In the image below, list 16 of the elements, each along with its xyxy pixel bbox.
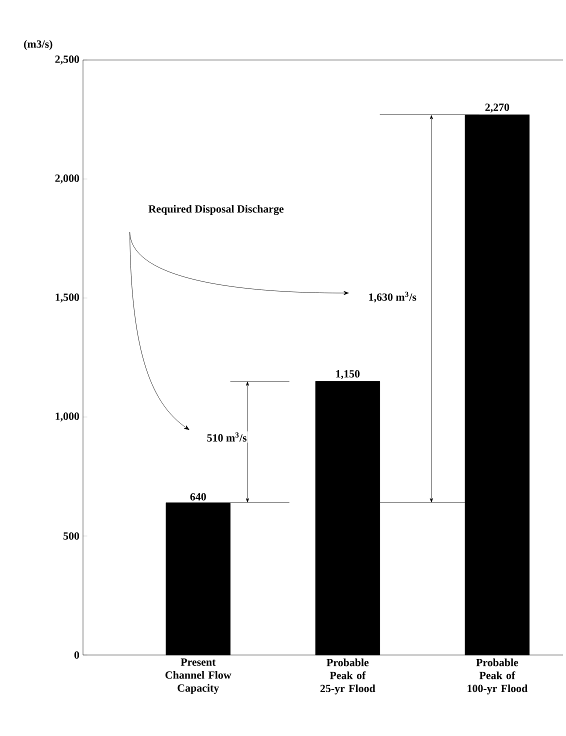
x-tick-label: Probable Peak of 25-yr Flood xyxy=(320,658,376,694)
annotation: 1,630 m$^{3}$/s xyxy=(369,292,416,302)
y-tick-label: 0 xyxy=(74,651,80,659)
data-label: 2,270 xyxy=(485,104,510,113)
x-tick-label: Probable Peak of 100-yr Flood xyxy=(468,658,528,694)
y-axis-title: (m3/s) xyxy=(24,40,52,50)
y-tick-label: 2,000 xyxy=(55,174,80,184)
y-tick-label: 2,500 xyxy=(55,56,80,65)
annotation: 510 m$^{3}$/s xyxy=(207,432,247,442)
y-tick-label: 1,500 xyxy=(56,294,80,303)
annotation: Required Disposal Discharge xyxy=(148,204,284,215)
data-label: 1,150 xyxy=(336,370,360,380)
y-tick-label: 1,000 xyxy=(56,412,80,422)
x-tick-label: Present Channel Flow Capacity xyxy=(165,658,232,694)
data-label: 640 xyxy=(190,493,206,500)
y-tick-label: 500 xyxy=(63,532,80,540)
